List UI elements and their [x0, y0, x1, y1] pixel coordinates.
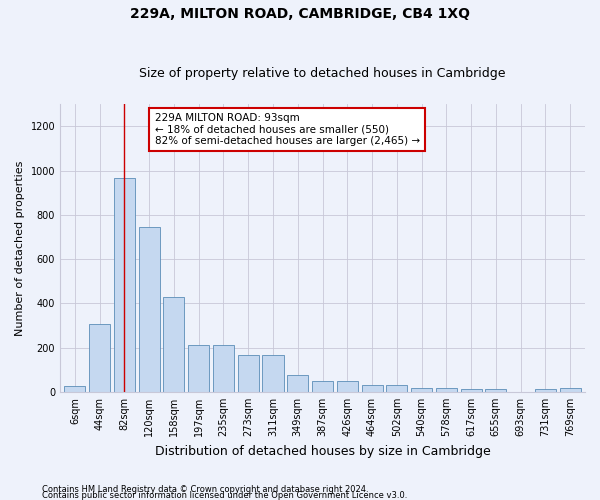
Bar [461, 388, 482, 392]
Bar [386, 386, 407, 392]
Text: Contains public sector information licensed under the Open Government Licence v3: Contains public sector information licen… [42, 491, 407, 500]
Bar [337, 382, 358, 392]
Bar [163, 297, 184, 392]
Bar [139, 227, 160, 392]
Bar [89, 324, 110, 392]
Text: 229A MILTON ROAD: 93sqm
← 18% of detached houses are smaller (550)
82% of semi-d: 229A MILTON ROAD: 93sqm ← 18% of detache… [155, 113, 419, 146]
X-axis label: Distribution of detached houses by size in Cambridge: Distribution of detached houses by size … [155, 444, 490, 458]
Text: 229A, MILTON ROAD, CAMBRIDGE, CB4 1XQ: 229A, MILTON ROAD, CAMBRIDGE, CB4 1XQ [130, 8, 470, 22]
Bar [213, 346, 234, 392]
Text: Contains HM Land Registry data © Crown copyright and database right 2024.: Contains HM Land Registry data © Crown c… [42, 485, 368, 494]
Bar [188, 346, 209, 392]
Title: Size of property relative to detached houses in Cambridge: Size of property relative to detached ho… [139, 66, 506, 80]
Bar [312, 382, 333, 392]
Bar [262, 356, 284, 392]
Bar [238, 356, 259, 392]
Bar [287, 376, 308, 392]
Bar [114, 178, 135, 392]
Bar [362, 386, 383, 392]
Bar [485, 388, 506, 392]
Bar [535, 388, 556, 392]
Y-axis label: Number of detached properties: Number of detached properties [15, 160, 25, 336]
Bar [64, 386, 85, 392]
Bar [560, 388, 581, 392]
Bar [411, 388, 432, 392]
Bar [436, 388, 457, 392]
